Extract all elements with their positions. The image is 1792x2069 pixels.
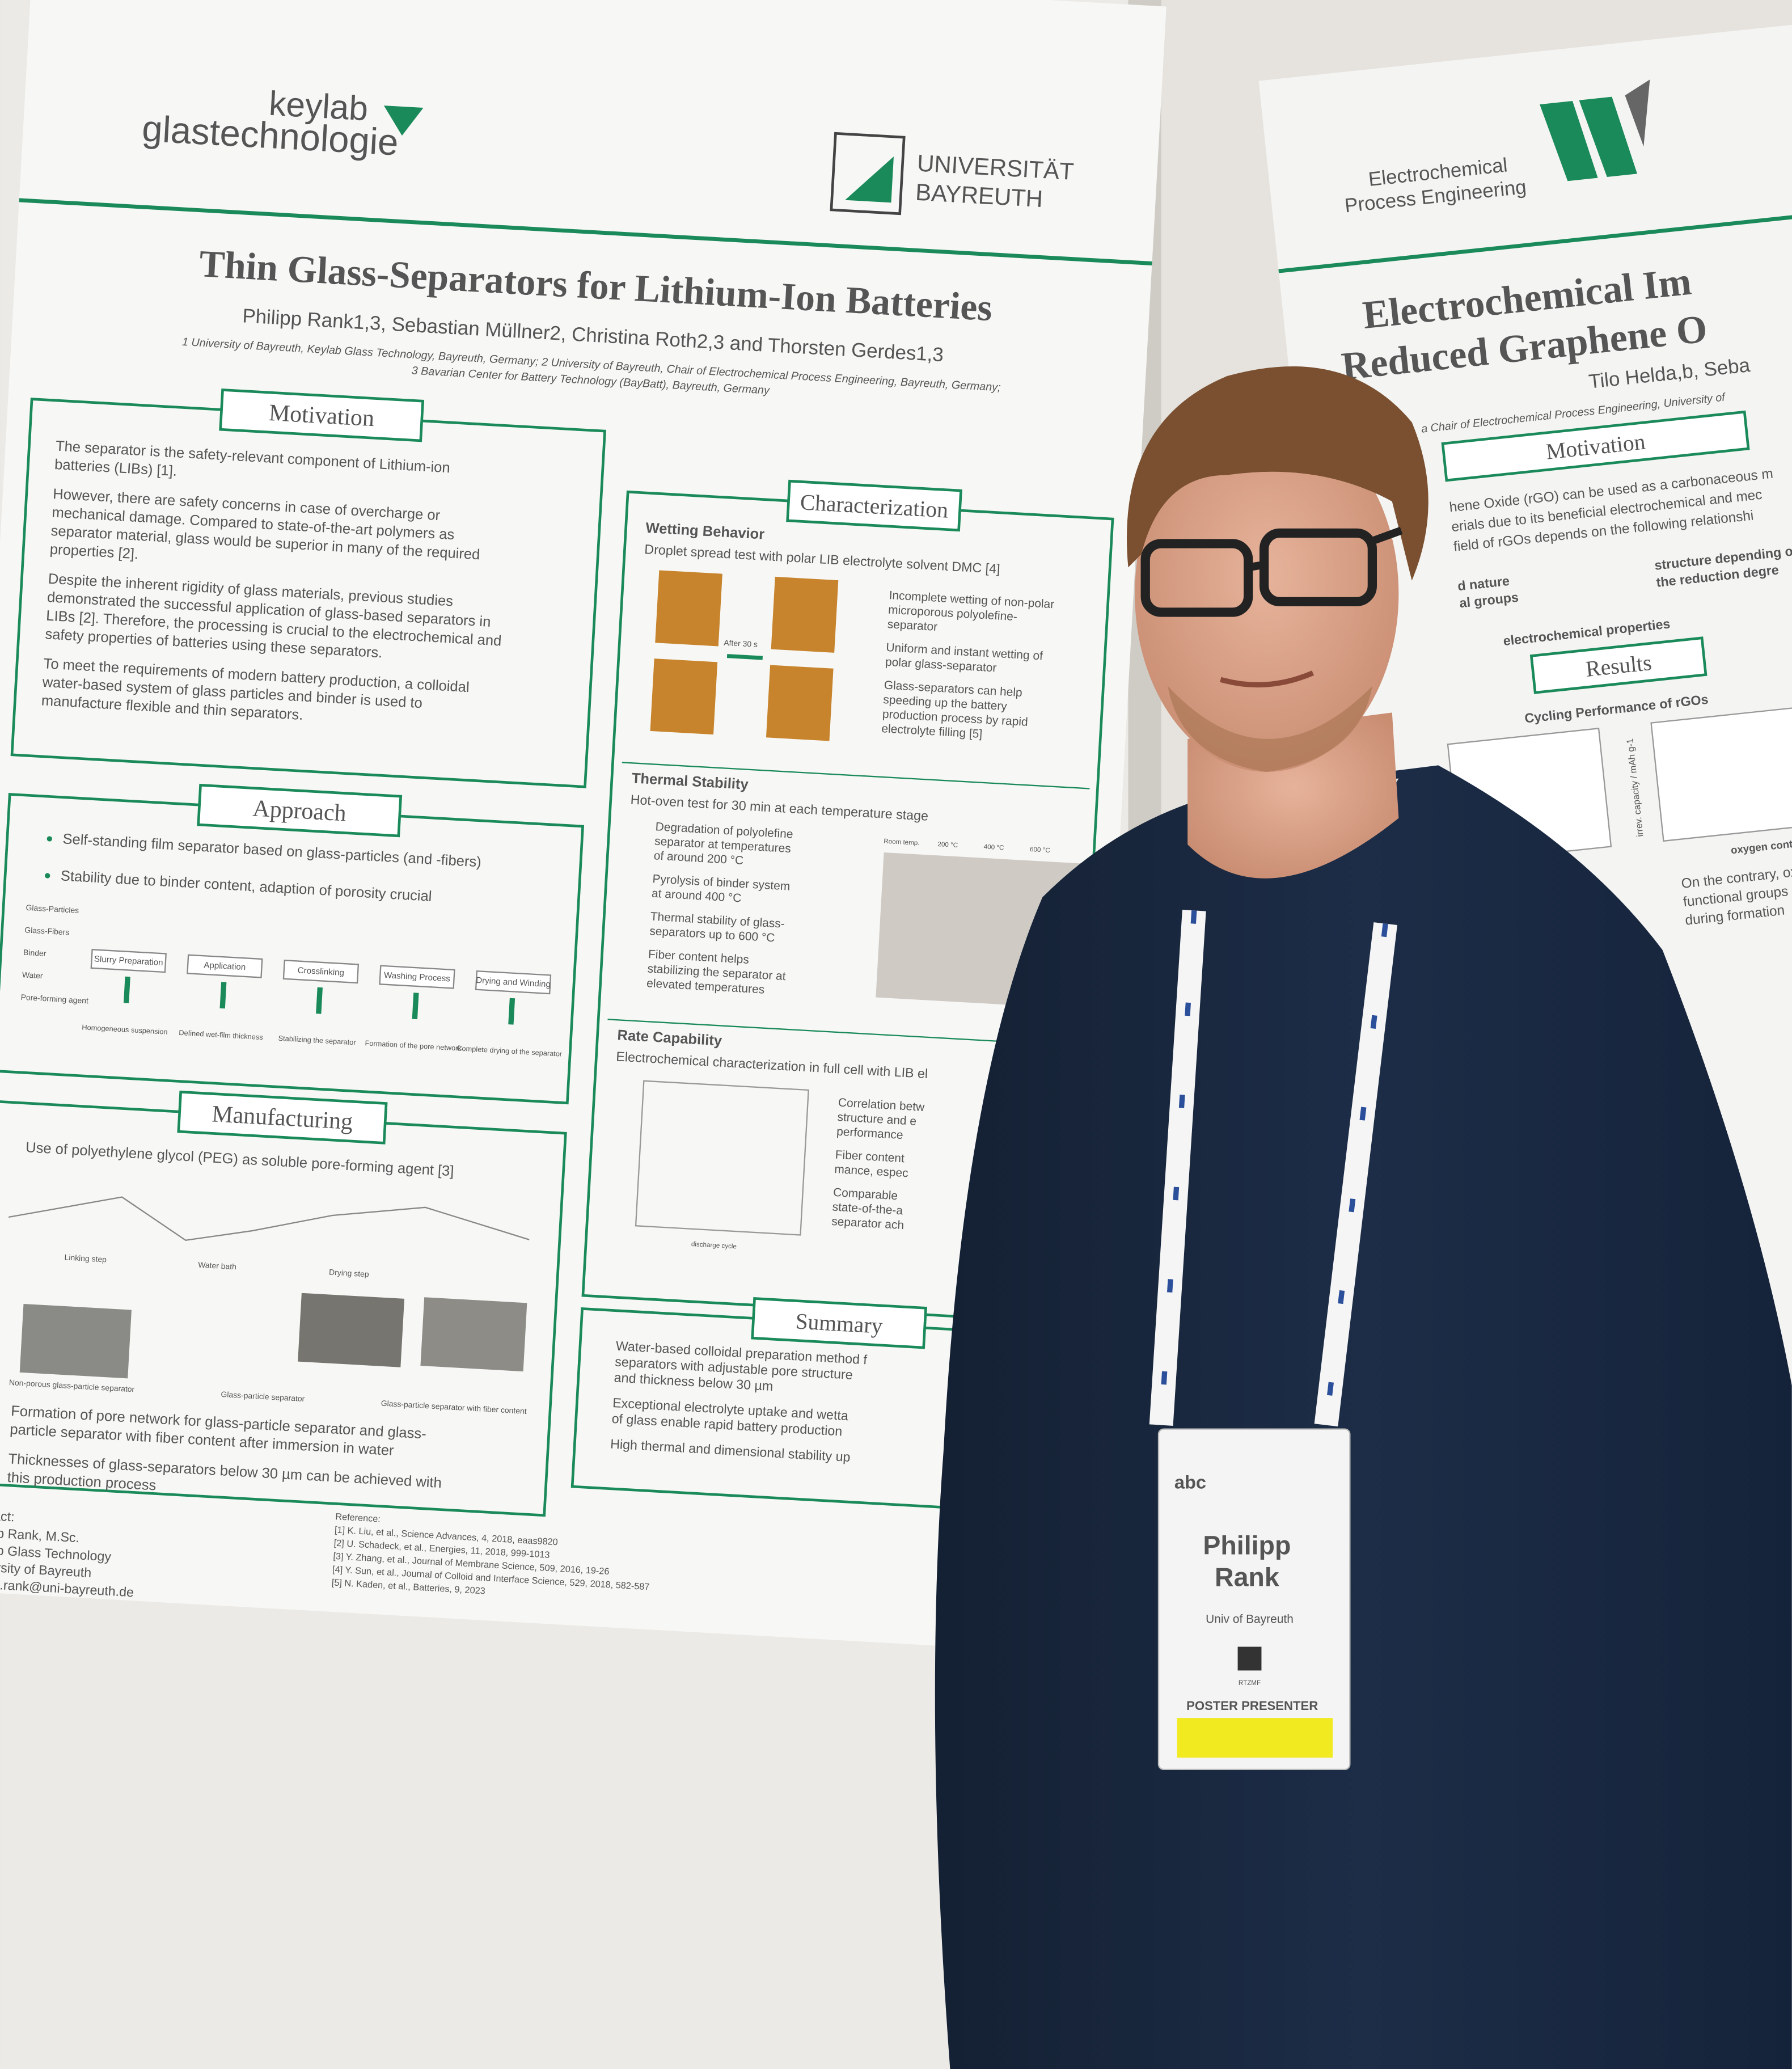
badge-institution: Univ of Bayreuth [1206,1613,1294,1626]
badge-stripe [1177,1718,1333,1758]
section-tab [177,1090,388,1145]
text-block: Glass-Particles Glass-Fibers Binder Water Po… [20,903,88,1006]
sem-image [420,1297,527,1372]
label-row: Room temp. 200 °C 400 °C 600 °C [884,838,1050,854]
rule [622,762,1090,789]
text-line: Binder [23,948,47,958]
axis-label: discharge cycle [691,1240,737,1250]
badge-role: POSTER PRESENTER [1186,1699,1318,1713]
photo-sample [650,658,718,735]
section-tab [1441,410,1750,482]
step-box [282,959,360,984]
badge [1157,1428,1351,1771]
bullet [45,873,50,879]
step-arrow [508,998,515,1025]
label: Linking step [64,1252,107,1264]
photo-sample [655,570,722,647]
text-block: Incomplete wetting of non-polarmicroporo… [881,589,1055,741]
section-tab [197,783,403,838]
mouth [1220,670,1315,688]
badge-brand: abc [1174,1472,1206,1492]
logo-mark [1540,100,1598,181]
text-line: Contact: [0,1507,15,1525]
glasses-bridge [1248,526,1403,572]
label: Crosslinking [297,965,344,978]
sem-image [298,1293,405,1367]
step-box [475,970,552,995]
label: Drying step [329,1268,370,1279]
logo-text: keylab [268,84,369,128]
step-box [187,954,263,978]
section-tab [219,389,425,442]
label: 400 °C [983,843,1004,852]
beard [1168,686,1372,772]
section-heading: Summary [795,1308,884,1338]
step-arrow [123,976,130,1003]
label: Water bath [198,1260,236,1272]
person: abc Philipp Rank Univ of Bayreuth RTZMF … [935,366,1792,2069]
rate-plot [635,1080,809,1236]
glasses [1140,539,1253,617]
poster-sheet [0,0,1167,1654]
logo-mark [383,105,424,136]
label: Washing Process [384,970,451,984]
qr-code [1237,1646,1262,1671]
label: Stabilizing the separator [278,1034,356,1047]
poster-left: keylab glastechnologie UNIVERSITÄT BAYRE… [0,0,1167,1654]
label: 600 °C [1030,846,1050,854]
step-arrow [316,987,323,1014]
lanyard [1149,909,1397,1427]
text-line: Water [22,970,44,980]
rule [1278,211,1792,273]
mini-plot [1650,703,1792,842]
step-box [379,965,455,989]
section-tab [786,479,962,532]
label: Slurry Preparation [94,954,163,968]
process-line [8,1196,530,1241]
step-arrow [412,993,419,1020]
step-arrow [219,982,227,1009]
section-tab [1529,636,1708,694]
arrow [726,654,763,660]
text-line: Pore-forming agent [20,993,88,1006]
badge-code: RTZMF [1239,1679,1261,1687]
text-line: Glass-Fibers [24,925,70,936]
label-row: Slurry Preparation Application Crosslinkin… [90,949,552,1025]
logo-mark [1579,96,1638,177]
logo-mark [1625,79,1650,147]
section-tab [751,1297,928,1349]
text-line: Reference: [335,1511,381,1524]
arrow-label: After 30 s [724,638,758,649]
label-row: Linking step Water bath Drying step [64,1252,369,1278]
label: 200 °C [937,841,958,849]
text-line: separator [887,618,938,634]
shirt [935,765,1792,2069]
section-heading: Approach [252,795,346,826]
label: Room temp. [884,838,920,847]
uni-logo [830,132,906,216]
section-heading: Motivation [268,400,375,432]
label: Application [204,960,246,972]
badge-name: Rank [1215,1562,1279,1591]
photo-sample [771,576,839,653]
badge-name: Philipp [1203,1531,1291,1560]
text-line: Glass-Particles [26,903,79,915]
hair [1127,366,1428,581]
uni-logo-mark [845,156,894,203]
bullet [47,836,52,842]
sem-image [19,1303,132,1379]
photo-sample [766,665,834,741]
step-box [90,949,167,973]
rule [19,198,1152,266]
